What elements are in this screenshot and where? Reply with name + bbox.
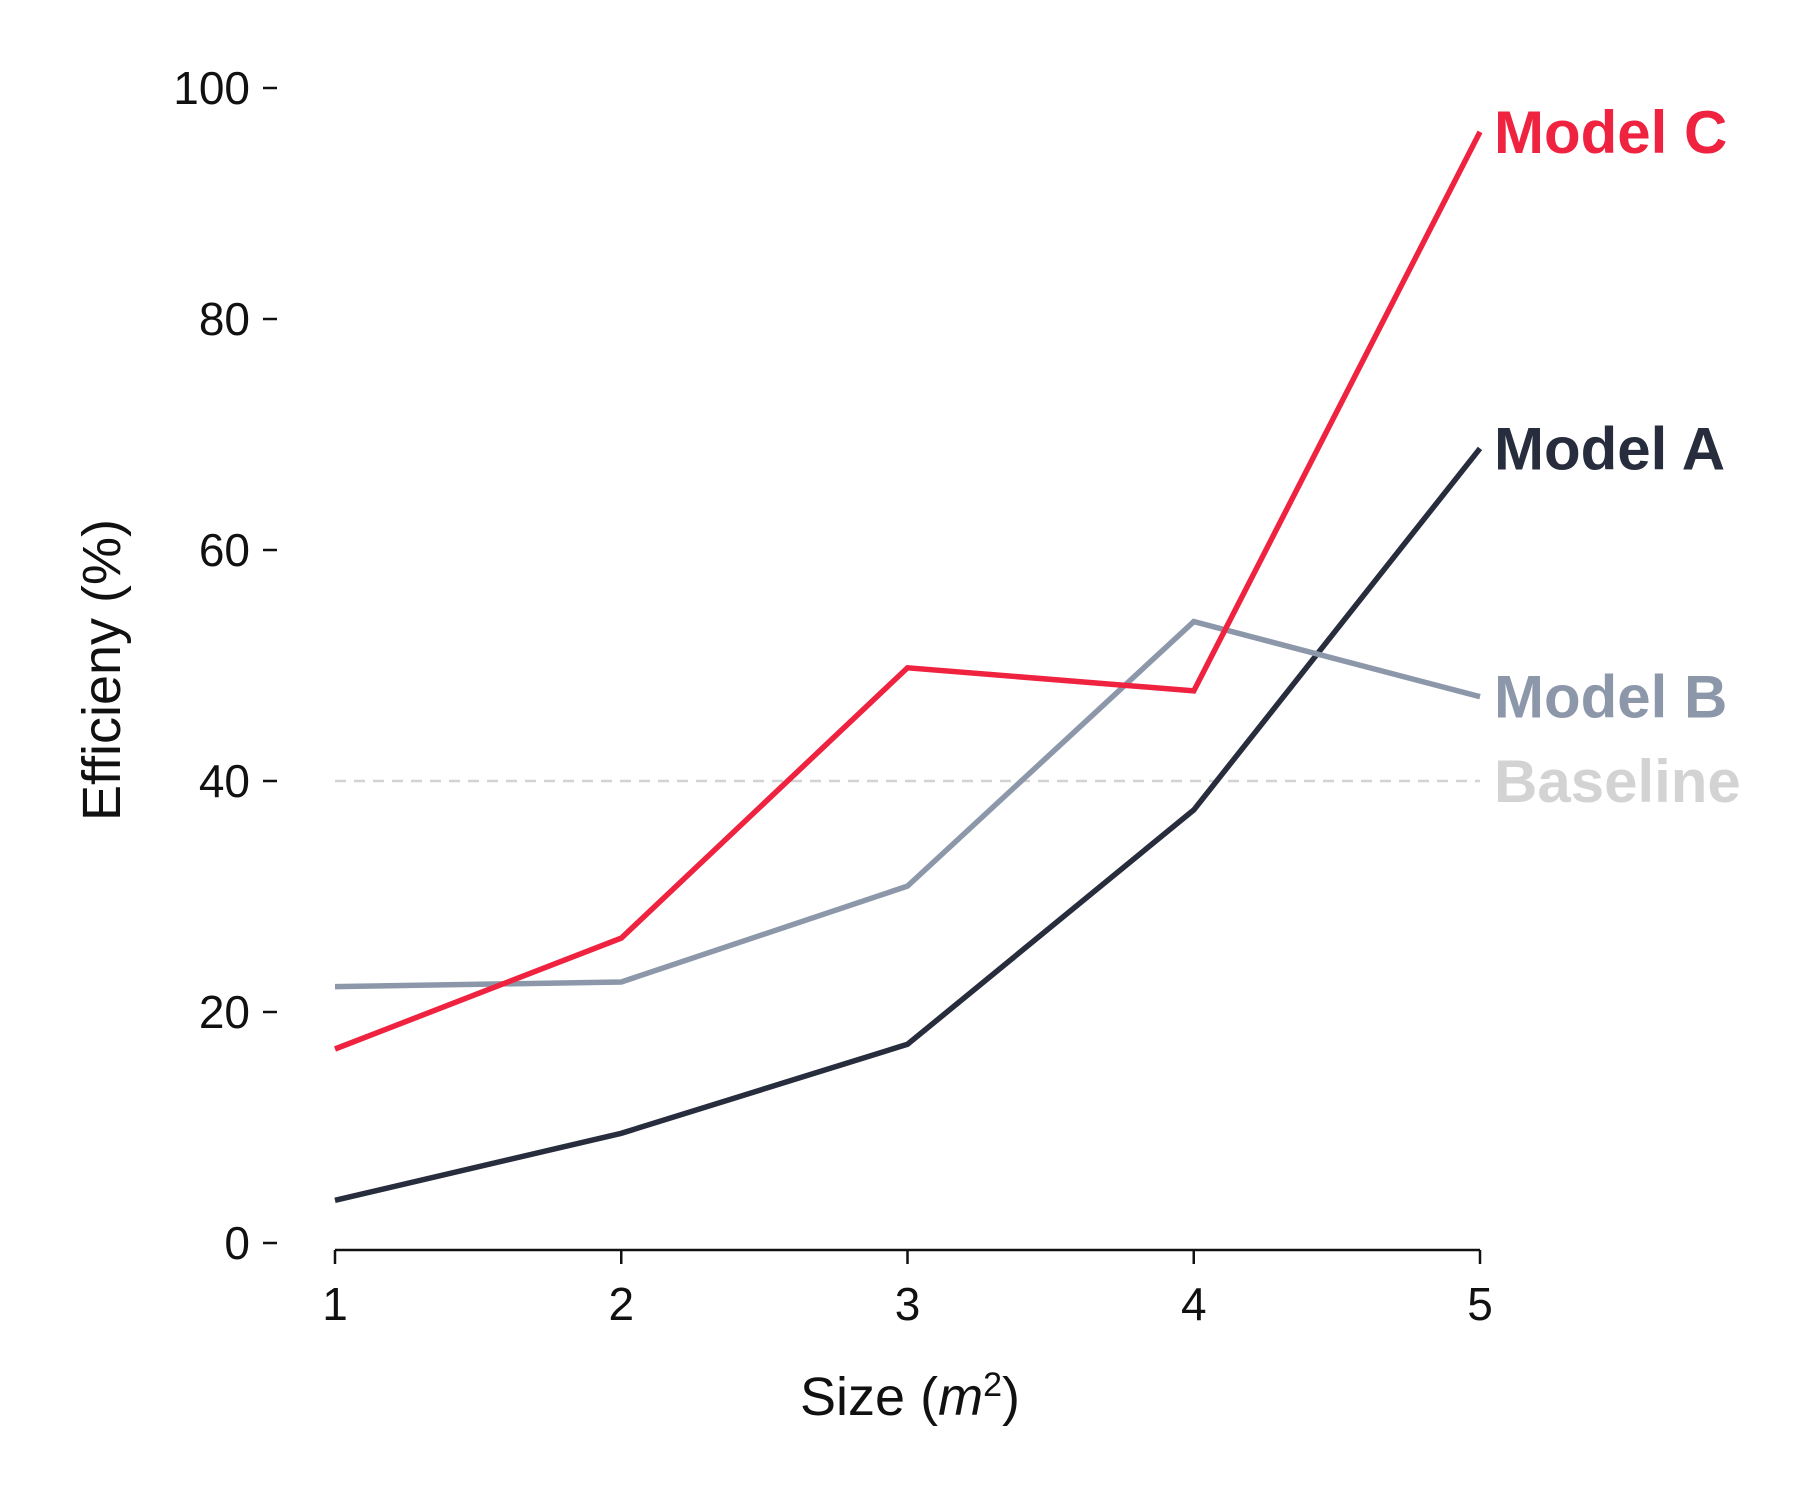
y-tick-label: 100 xyxy=(173,62,250,114)
x-tick-label: 3 xyxy=(895,1278,921,1330)
x-tick-label: 1 xyxy=(322,1278,348,1330)
model-a-line xyxy=(334,446,1483,1203)
y-tick-label: 20 xyxy=(199,986,250,1038)
model-c-line xyxy=(334,130,1483,1052)
y-tick-label: 0 xyxy=(224,1217,250,1269)
x-axis-title: Size (m2) xyxy=(800,1366,1020,1427)
x-tick-label: 2 xyxy=(608,1278,634,1330)
series-group xyxy=(334,130,1483,1203)
y-tick-label: 40 xyxy=(199,755,250,807)
y-tick-label: 80 xyxy=(199,293,250,345)
model-c-label: Model C xyxy=(1494,99,1727,166)
series-labels: Model A Model B Model C Baseline xyxy=(1494,99,1741,815)
model-a-label: Model A xyxy=(1494,415,1725,482)
model-b-line xyxy=(334,618,1481,990)
x-tick-label: 4 xyxy=(1181,1278,1207,1330)
x-tick-label: 5 xyxy=(1467,1278,1493,1330)
y-tick-label: 60 xyxy=(199,524,250,576)
axes: 1 2 3 4 5 0 20 40 60 80 100 xyxy=(173,62,1493,1330)
model-b-label: Model B xyxy=(1494,664,1727,731)
baseline-label: Baseline xyxy=(1494,748,1741,815)
y-axis-title: Efficieny (%) xyxy=(72,519,132,821)
